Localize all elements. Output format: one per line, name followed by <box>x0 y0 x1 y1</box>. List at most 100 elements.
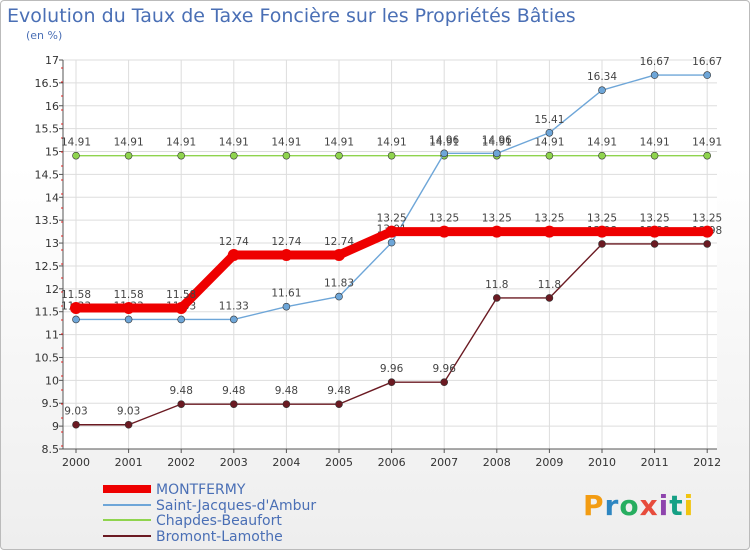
x-tick-label: 2012 <box>693 456 721 469</box>
data-point <box>598 240 606 248</box>
x-tick-label: 2003 <box>220 456 248 469</box>
y-tick-label: 12 <box>45 283 59 296</box>
legend-label: MONTFERMY <box>156 482 246 498</box>
data-label: 9.48 <box>327 385 350 397</box>
data-point <box>440 378 449 386</box>
data-point <box>280 248 293 261</box>
data-label: 14.91 <box>534 137 564 149</box>
x-tick-label: 2005 <box>325 456 353 469</box>
y-tick-label: 10.5 <box>35 351 60 364</box>
y-tick-label: 15 <box>45 146 59 159</box>
data-point <box>701 225 714 238</box>
data-label: 13.25 <box>534 213 564 225</box>
logo-letter: x <box>639 489 659 522</box>
logo-letter: i <box>658 489 670 522</box>
data-point <box>490 225 503 238</box>
logo-letter: P <box>583 489 605 522</box>
data-point <box>177 151 185 160</box>
data-label: 11.8 <box>485 279 508 291</box>
data-point <box>545 294 554 302</box>
data-label: 13.25 <box>692 213 722 225</box>
data-point <box>545 128 554 137</box>
data-point <box>387 238 396 247</box>
data-label: 15.41 <box>534 114 564 126</box>
data-label: 14.91 <box>324 137 354 149</box>
logo-letter: r <box>604 489 620 522</box>
data-label: 11.58 <box>114 289 144 301</box>
x-tick-label: 2000 <box>62 456 90 469</box>
y-tick-label: 12.5 <box>35 260 60 273</box>
data-label: 9.48 <box>170 385 193 397</box>
data-label: 14.91 <box>377 137 407 149</box>
legend-label: Saint-Jacques-d'Ambur <box>156 498 316 514</box>
chart-title: Evolution du Taux de Taxe Foncière sur l… <box>7 5 576 27</box>
x-tick-label: 2001 <box>115 456 143 469</box>
data-point <box>650 240 659 248</box>
logo-letter: t <box>669 489 684 522</box>
x-tick-label: 2004 <box>272 456 300 469</box>
x-tick-label: 2010 <box>588 456 616 469</box>
data-point <box>177 315 185 324</box>
data-point <box>335 151 343 160</box>
data-point <box>438 225 451 238</box>
data-label: 13.25 <box>482 213 512 225</box>
legend-label: Chapdes-Beaufort <box>156 513 282 529</box>
data-label: 14.91 <box>482 137 512 149</box>
data-point <box>282 302 291 311</box>
data-label: 14.91 <box>692 137 722 149</box>
logo-letter: i <box>683 489 695 522</box>
data-point <box>543 225 556 238</box>
x-tick-label: 2011 <box>641 456 669 469</box>
data-point <box>230 400 238 408</box>
data-label: 13.25 <box>429 213 459 225</box>
y-tick-label: 9 <box>52 420 59 433</box>
data-point <box>230 315 238 324</box>
data-label: 14.91 <box>114 137 144 149</box>
data-point <box>72 315 80 324</box>
data-label: 12.74 <box>219 236 249 248</box>
y-tick-label: 10 <box>45 374 59 387</box>
data-label: 9.96 <box>433 363 457 375</box>
data-label: 9.96 <box>380 363 404 375</box>
data-label: 13.25 <box>587 213 617 225</box>
data-label: 16.34 <box>587 71 617 83</box>
data-label: 14.91 <box>61 137 91 149</box>
data-point <box>492 149 501 158</box>
data-point <box>335 400 343 408</box>
x-tick-label: 2006 <box>378 456 406 469</box>
data-point <box>227 248 240 261</box>
data-point <box>335 292 343 301</box>
data-point <box>122 302 135 315</box>
y-tick-label: 9.5 <box>42 397 60 410</box>
data-label: 14.91 <box>219 137 249 149</box>
data-point <box>124 315 133 324</box>
data-point <box>333 248 345 261</box>
data-point <box>282 151 291 160</box>
data-label: 14.91 <box>587 137 617 149</box>
data-label: 14.91 <box>429 137 459 149</box>
data-point <box>703 151 712 160</box>
data-label: 11.58 <box>61 289 91 301</box>
y-tick-label: 13 <box>45 237 59 250</box>
data-point <box>648 225 661 238</box>
data-label: 14.96 <box>429 134 459 146</box>
y-tick-label: 13.5 <box>35 214 60 227</box>
data-label: 9.03 <box>64 406 87 418</box>
data-label: 11.83 <box>324 278 354 290</box>
data-point <box>596 225 608 238</box>
y-tick-label: 16.5 <box>35 77 60 90</box>
y-tick-label: 11 <box>45 329 59 342</box>
data-label: 16.67 <box>692 56 722 68</box>
data-point <box>175 302 188 315</box>
data-point <box>70 302 82 315</box>
data-label: 12.74 <box>271 236 301 248</box>
data-point <box>387 378 396 386</box>
data-label: 14.91 <box>271 137 301 149</box>
data-point <box>230 151 238 160</box>
x-tick-label: 2002 <box>167 456 195 469</box>
y-tick-label: 8.5 <box>42 443 60 456</box>
data-label: 14.96 <box>482 134 512 146</box>
y-tick-label: 14 <box>45 191 59 204</box>
data-point <box>177 400 185 408</box>
